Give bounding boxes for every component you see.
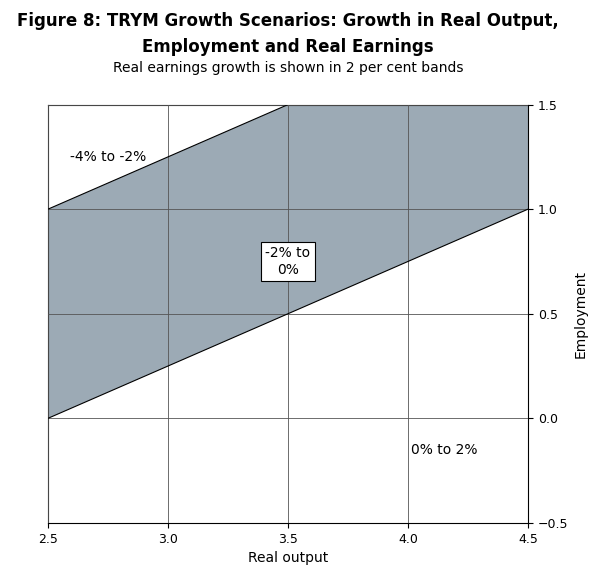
Text: Real earnings growth is shown in 2 per cent bands: Real earnings growth is shown in 2 per c…	[113, 61, 463, 75]
X-axis label: Real output: Real output	[248, 551, 328, 565]
Y-axis label: Employment: Employment	[574, 270, 588, 358]
Text: 0% to 2%: 0% to 2%	[411, 443, 477, 457]
Text: Figure 8: TRYM Growth Scenarios: Growth in Real Output,: Figure 8: TRYM Growth Scenarios: Growth …	[17, 12, 559, 30]
Text: -2% to
0%: -2% to 0%	[265, 246, 311, 277]
Text: -4% to -2%: -4% to -2%	[70, 150, 146, 164]
Polygon shape	[48, 105, 528, 418]
Text: Employment and Real Earnings: Employment and Real Earnings	[142, 38, 434, 56]
